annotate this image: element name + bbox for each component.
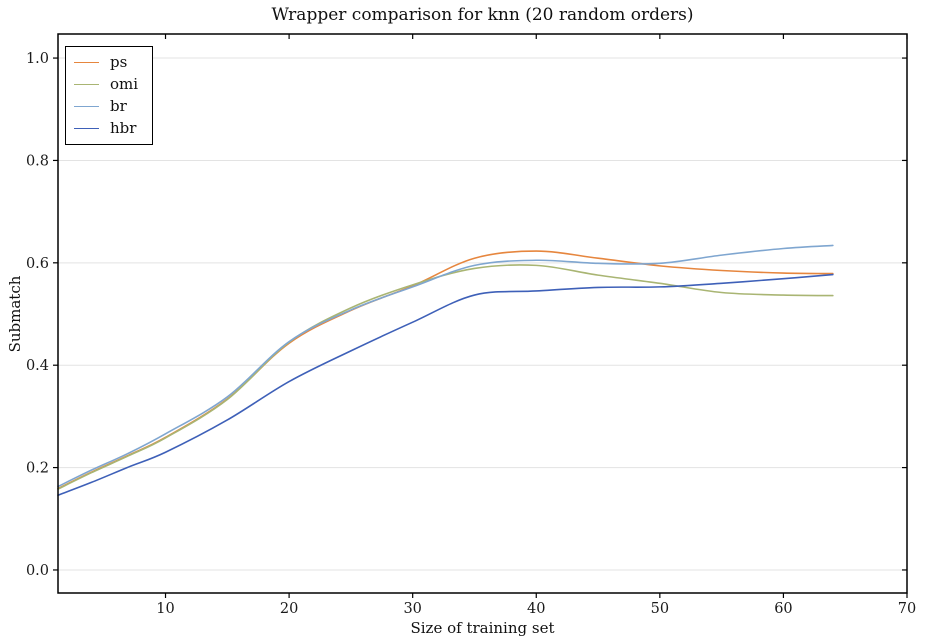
legend-item-ps: ps (74, 55, 144, 70)
x-tick-label: 60 (774, 601, 792, 617)
y-tick-label: 0.6 (26, 256, 49, 272)
y-tick-label: 0.4 (26, 358, 49, 374)
legend-line-sample-hbr (74, 127, 99, 129)
y-tick-label: 0.0 (26, 563, 49, 579)
legend-label-ps: ps (110, 53, 128, 72)
legend-line-sample-br (74, 105, 99, 107)
legend-item-omi: omi (74, 77, 144, 92)
legend-item-br: br (74, 96, 144, 115)
y-tick-label: 1.0 (26, 51, 49, 67)
y-tick-label: 0.8 (26, 153, 49, 169)
legend-line-sample-ps (74, 62, 99, 64)
x-tick-label: 10 (156, 601, 174, 617)
x-tick-label: 40 (527, 601, 545, 617)
legend-label-omi: omi (110, 75, 139, 94)
plot-frame (57, 33, 908, 594)
x-tick-label: 20 (280, 601, 298, 617)
x-tick-label: 50 (651, 601, 669, 617)
y-tick-label: 0.2 (26, 461, 49, 477)
legend-label-hbr: hbr (110, 118, 137, 137)
legend-item-hbr: hbr (74, 118, 144, 137)
legend: ps omi br hbr (65, 46, 153, 145)
chart-title: Wrapper comparison for knn (20 random or… (271, 5, 694, 25)
x-axis-label: Size of training set (410, 619, 555, 637)
series-line-br (57, 244, 834, 488)
y-axis-label: Submatch (6, 275, 24, 353)
series-line-omi (57, 264, 834, 490)
legend-label-br: br (110, 96, 127, 115)
legend-line-sample-omi (74, 84, 99, 86)
series-line-hbr (57, 273, 834, 497)
x-tick-label: 30 (403, 601, 421, 617)
x-tick-label: 70 (898, 601, 916, 617)
series-line-ps (57, 250, 834, 490)
